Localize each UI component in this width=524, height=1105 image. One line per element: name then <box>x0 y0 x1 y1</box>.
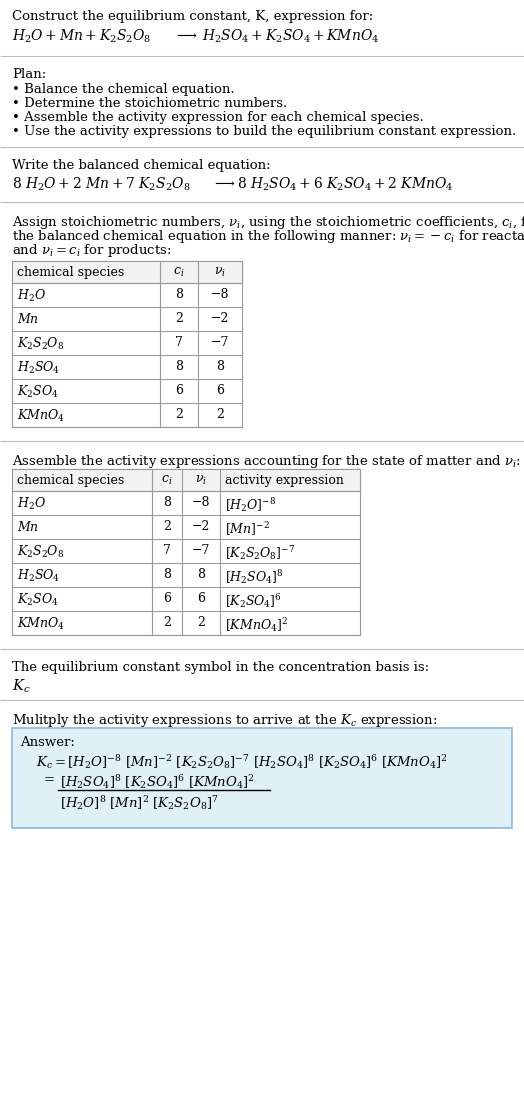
Text: Write the balanced chemical equation:: Write the balanced chemical equation: <box>12 159 270 172</box>
Text: 2: 2 <box>216 408 224 421</box>
Text: Construct the equilibrium constant, K, expression for:: Construct the equilibrium constant, K, e… <box>12 10 373 23</box>
Text: $[H_2O]^{-8}$: $[H_2O]^{-8}$ <box>225 496 276 514</box>
Text: $K_c$: $K_c$ <box>12 678 31 695</box>
Text: $\longrightarrow$: $\longrightarrow$ <box>174 28 198 42</box>
Text: $\longrightarrow$: $\longrightarrow$ <box>212 176 236 190</box>
Text: 6: 6 <box>216 385 224 397</box>
Text: $[KMnO_4]^2$: $[KMnO_4]^2$ <box>225 615 288 634</box>
Text: 8: 8 <box>216 360 224 373</box>
Text: 8: 8 <box>175 360 183 373</box>
Text: $c_i$: $c_i$ <box>173 266 184 280</box>
Text: Assign stoichiometric numbers, $\nu_i$, using the stoichiometric coefficients, $: Assign stoichiometric numbers, $\nu_i$, … <box>12 214 524 231</box>
Text: the balanced chemical equation in the following manner: $\nu_i = -c_i$ for react: the balanced chemical equation in the fo… <box>12 228 524 245</box>
Text: $H_2O$: $H_2O$ <box>17 288 46 304</box>
Text: =: = <box>44 774 55 786</box>
Text: −7: −7 <box>192 544 210 557</box>
Text: $H_2SO_4+K_2SO_4+KMnO_4$: $H_2SO_4+K_2SO_4+KMnO_4$ <box>202 28 379 45</box>
Text: $[K_2S_2O_8]^{-7}$: $[K_2S_2O_8]^{-7}$ <box>225 544 295 562</box>
Text: chemical species: chemical species <box>17 266 124 278</box>
Text: $K_2SO_4$: $K_2SO_4$ <box>17 592 59 608</box>
Text: $\nu_i$: $\nu_i$ <box>214 266 226 280</box>
Text: $\nu_i$: $\nu_i$ <box>195 474 207 487</box>
Text: −7: −7 <box>211 336 229 349</box>
Text: $H_2SO_4$: $H_2SO_4$ <box>17 568 60 585</box>
Text: 8: 8 <box>163 568 171 581</box>
Text: −8: −8 <box>211 288 230 301</box>
Text: −2: −2 <box>192 520 210 533</box>
Text: 7: 7 <box>163 544 171 557</box>
Text: 2: 2 <box>163 520 171 533</box>
Text: $8\ H_2O+2\ Mn+7\ K_2S_2O_8$: $8\ H_2O+2\ Mn+7\ K_2S_2O_8$ <box>12 176 191 193</box>
Text: chemical species: chemical species <box>17 474 124 487</box>
Text: $Mn$: $Mn$ <box>17 520 39 534</box>
Text: 2: 2 <box>175 312 183 325</box>
Text: Mulitply the activity expressions to arrive at the $K_c$ expression:: Mulitply the activity expressions to arr… <box>12 712 438 729</box>
Text: $c_i$: $c_i$ <box>161 474 173 487</box>
Text: Assemble the activity expressions accounting for the state of matter and $\nu_i$: Assemble the activity expressions accoun… <box>12 453 521 470</box>
Text: activity expression: activity expression <box>225 474 344 487</box>
Bar <box>12 469 360 491</box>
Text: $H_2O$: $H_2O$ <box>17 496 46 512</box>
Text: 8: 8 <box>175 288 183 301</box>
Text: $K_2SO_4$: $K_2SO_4$ <box>17 385 59 400</box>
Text: $KMnO_4$: $KMnO_4$ <box>17 615 65 632</box>
Text: 2: 2 <box>163 615 171 629</box>
Bar <box>12 469 360 635</box>
Text: $KMnO_4$: $KMnO_4$ <box>17 408 65 424</box>
Text: 6: 6 <box>163 592 171 606</box>
Text: $[H_2SO_4]^8$: $[H_2SO_4]^8$ <box>225 568 283 586</box>
Text: $K_2S_2O_8$: $K_2S_2O_8$ <box>17 544 64 560</box>
Text: 8: 8 <box>163 496 171 509</box>
Text: −2: −2 <box>211 312 229 325</box>
Bar <box>12 261 242 427</box>
Text: and $\nu_i = c_i$ for products:: and $\nu_i = c_i$ for products: <box>12 242 171 259</box>
Text: $8\ H_2SO_4+6\ K_2SO_4+2\ KMnO_4$: $8\ H_2SO_4+6\ K_2SO_4+2\ KMnO_4$ <box>237 176 454 193</box>
FancyBboxPatch shape <box>12 728 512 828</box>
Text: −8: −8 <box>192 496 210 509</box>
Text: The equilibrium constant symbol in the concentration basis is:: The equilibrium constant symbol in the c… <box>12 661 429 674</box>
Text: • Assemble the activity expression for each chemical species.: • Assemble the activity expression for e… <box>12 110 424 124</box>
Text: • Determine the stoichiometric numbers.: • Determine the stoichiometric numbers. <box>12 97 287 110</box>
Text: 8: 8 <box>197 568 205 581</box>
Text: 7: 7 <box>175 336 183 349</box>
Text: • Balance the chemical equation.: • Balance the chemical equation. <box>12 83 235 96</box>
Text: $[H_2O]^8\ [Mn]^2\ [K_2S_2O_8]^7$: $[H_2O]^8\ [Mn]^2\ [K_2S_2O_8]^7$ <box>60 794 219 812</box>
Text: 2: 2 <box>175 408 183 421</box>
Text: $H_2O+Mn+K_2S_2O_8$: $H_2O+Mn+K_2S_2O_8$ <box>12 28 151 45</box>
Text: 2: 2 <box>197 615 205 629</box>
Text: 6: 6 <box>197 592 205 606</box>
Text: Answer:: Answer: <box>20 736 75 749</box>
Text: 6: 6 <box>175 385 183 397</box>
Text: $H_2SO_4$: $H_2SO_4$ <box>17 360 60 376</box>
Bar <box>12 261 242 283</box>
Text: $[K_2SO_4]^6$: $[K_2SO_4]^6$ <box>225 592 282 610</box>
Text: $K_2S_2O_8$: $K_2S_2O_8$ <box>17 336 64 352</box>
Text: $Mn$: $Mn$ <box>17 312 39 326</box>
Text: $K_c = [H_2O]^{-8}\ [Mn]^{-2}\ [K_2S_2O_8]^{-7}\ [H_2SO_4]^8\ [K_2SO_4]^6\ [KMnO: $K_c = [H_2O]^{-8}\ [Mn]^{-2}\ [K_2S_2O_… <box>36 753 448 771</box>
Text: Plan:: Plan: <box>12 69 46 81</box>
Text: $[Mn]^{-2}$: $[Mn]^{-2}$ <box>225 520 270 538</box>
Text: • Use the activity expressions to build the equilibrium constant expression.: • Use the activity expressions to build … <box>12 125 516 138</box>
Text: $[H_2SO_4]^8\ [K_2SO_4]^6\ [KMnO_4]^2$: $[H_2SO_4]^8\ [K_2SO_4]^6\ [KMnO_4]^2$ <box>60 774 255 791</box>
